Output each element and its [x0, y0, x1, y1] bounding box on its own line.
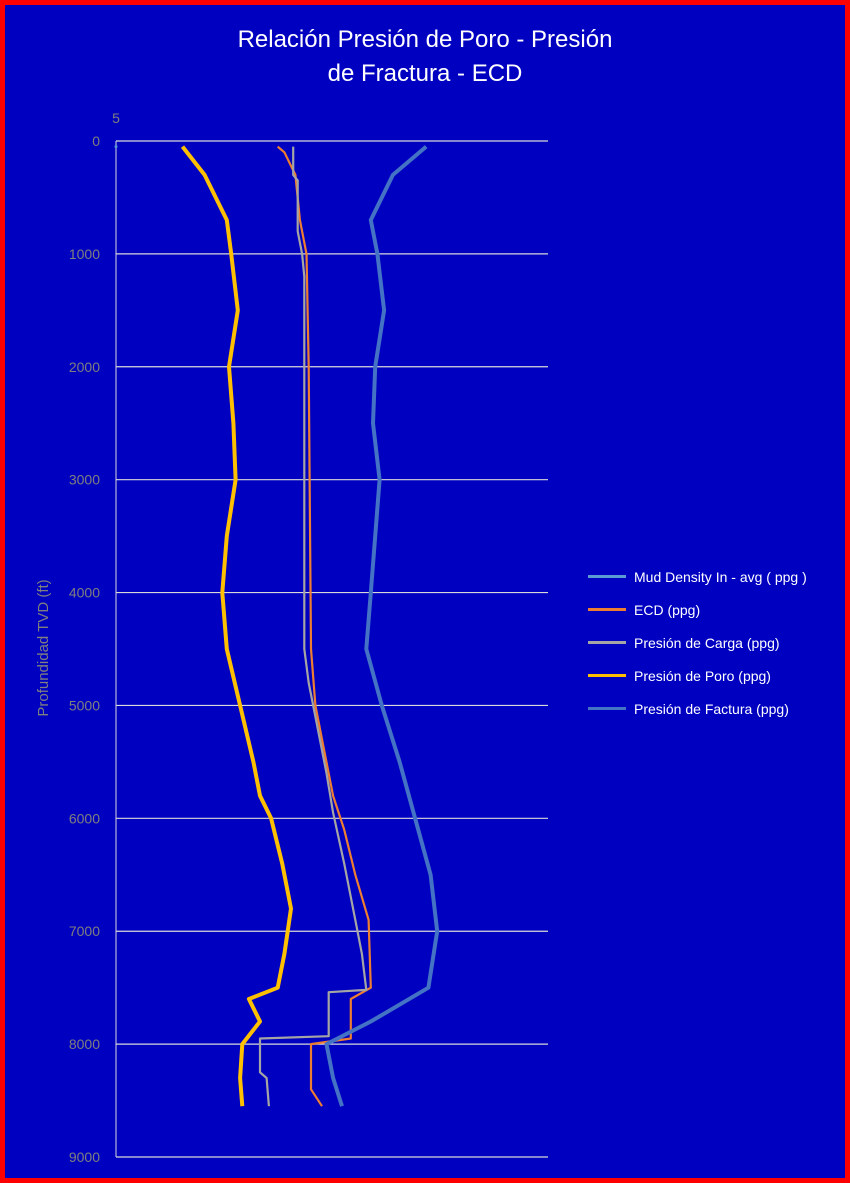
legend-item-fractura: Presión de Factura (ppg)	[588, 692, 843, 725]
y-tick-label: 4000	[69, 585, 100, 601]
series-line-carga	[258, 146, 368, 1107]
y-tick-label: 1000	[69, 246, 100, 262]
legend-item-mud_density: Mud Density In - avg ( ppg )	[588, 560, 843, 593]
y-tick-label: 5000	[69, 697, 100, 713]
legend-label-mud_density: Mud Density In - avg ( ppg )	[634, 568, 807, 585]
x-axis-top-label: 5	[112, 110, 120, 126]
series-line-ecd	[276, 145, 372, 1107]
series-line-fractura	[324, 145, 440, 1107]
chart-title-line-1: Relación Presión de Poro - Presión	[237, 26, 613, 53]
series-line-poro	[180, 145, 293, 1107]
y-tick-label: 3000	[69, 472, 100, 488]
legend: Mud Density In - avg ( ppg ) ECD (ppg) Pre…	[588, 560, 843, 725]
legend-item-carga: Presión de Carga (ppg)	[588, 626, 843, 659]
y-tick-label: 8000	[69, 1036, 100, 1052]
y-tick-labels: 0 1000 2000 3000 4000 5000 6000 7000 8000 9000	[69, 133, 100, 1165]
legend-swatch-ecd	[588, 608, 626, 611]
y-tick-label: 0	[92, 133, 100, 149]
chart-title-line-2: de Fractura - ECD	[327, 60, 523, 87]
y-tick-label: 9000	[69, 1149, 100, 1165]
legend-item-poro: Presión de Poro (ppg)	[588, 659, 843, 692]
legend-label-ecd: ECD (ppg)	[634, 601, 701, 618]
y-tick-label: 6000	[69, 810, 100, 826]
y-tick-label: 7000	[69, 923, 100, 939]
y-axis-label: Profundidad TVD (ft)	[35, 579, 52, 716]
legend-swatch-mud_density	[588, 575, 626, 578]
legend-label-carga: Presión de Carga (ppg)	[634, 634, 780, 651]
legend-item-ecd: ECD (ppg)	[588, 593, 843, 626]
y-tick-label: 2000	[69, 359, 100, 375]
series-point-mud_density	[114, 145, 118, 149]
legend-label-fractura: Presión de Factura (ppg)	[634, 700, 789, 717]
legend-swatch-poro	[588, 674, 626, 677]
series-lines	[114, 145, 440, 1107]
legend-swatch-carga	[588, 641, 626, 644]
legend-label-poro: Presión de Poro (ppg)	[634, 667, 771, 684]
gridlines	[116, 140, 548, 1158]
legend-swatch-fractura	[588, 707, 626, 710]
